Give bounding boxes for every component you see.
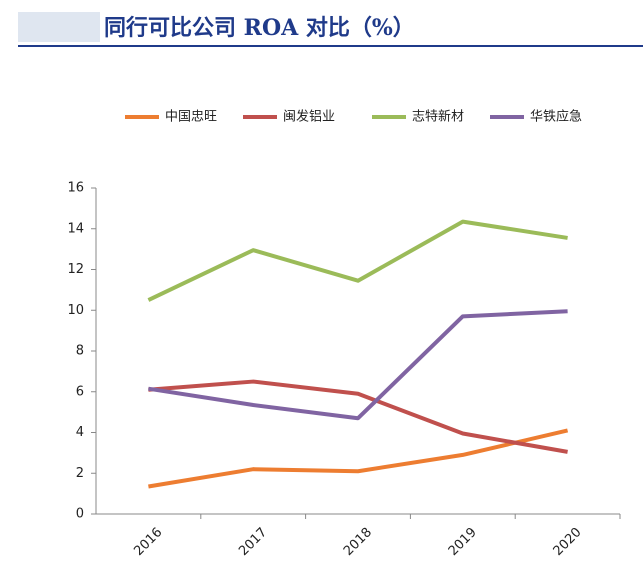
legend-label: 志特新材 <box>412 109 464 125</box>
legend-label: 闽发铝业 <box>283 109 335 125</box>
x-tick-label: 2020 <box>551 525 585 559</box>
y-tick-label: 8 <box>76 344 84 359</box>
chart-title: 同行可比公司 ROA 对比（%） <box>104 15 415 41</box>
x-tick-label: 2018 <box>341 525 375 559</box>
y-tick-label: 12 <box>67 262 84 277</box>
title-badge <box>18 12 100 42</box>
y-tick-label: 2 <box>76 466 84 481</box>
series-line <box>148 428 569 489</box>
series-line <box>148 379 568 454</box>
legend-label: 中国忠旺 <box>165 110 217 125</box>
y-tick-label: 6 <box>76 384 84 399</box>
legend-label: 华铁应急 <box>530 109 582 125</box>
y-tick-label: 10 <box>67 303 84 318</box>
x-tick-label: 2017 <box>236 525 270 559</box>
y-tick-label: 14 <box>67 221 84 236</box>
y-tick-label: 16 <box>67 181 84 196</box>
y-tick-label: 4 <box>76 425 84 440</box>
y-tick-label: 0 <box>76 507 84 522</box>
series-line <box>147 219 568 302</box>
x-tick-label: 2019 <box>446 525 480 559</box>
x-tick-label: 2016 <box>131 525 165 559</box>
series-line <box>148 309 568 421</box>
